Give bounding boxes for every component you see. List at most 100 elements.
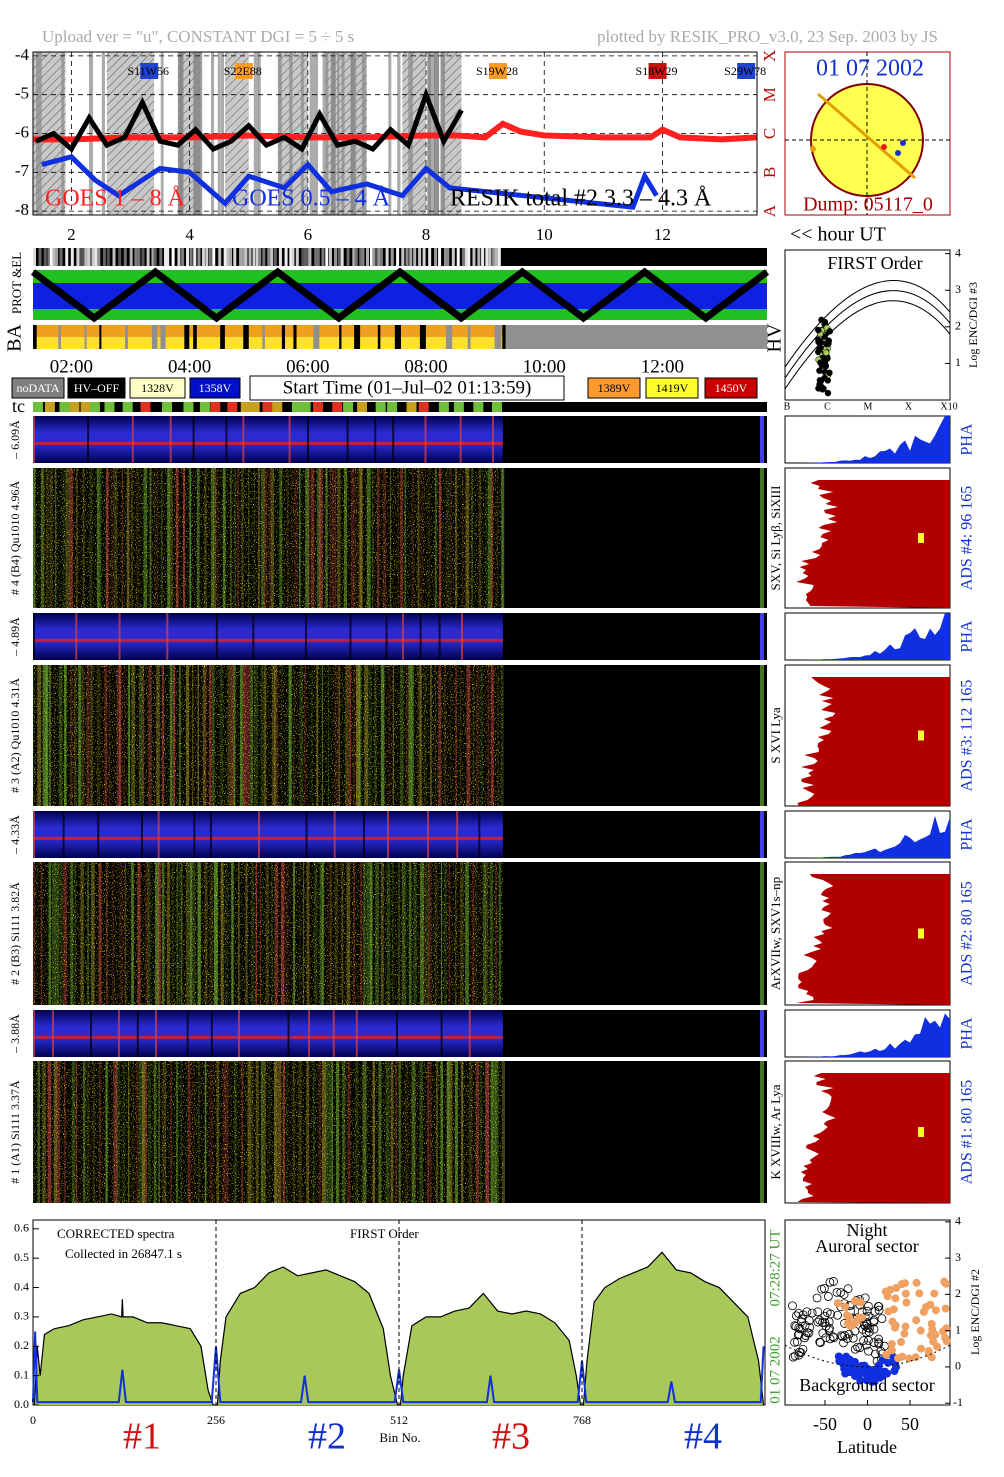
background-point bbox=[861, 1365, 870, 1374]
el-cell bbox=[106, 248, 110, 266]
tc-cell bbox=[140, 402, 151, 412]
aurora-point bbox=[869, 1338, 879, 1347]
spectrum-line bbox=[32, 1331, 765, 1404]
pha-column bbox=[305, 811, 308, 858]
ratio-point bbox=[826, 369, 833, 377]
pha-column bbox=[427, 811, 430, 858]
orange-point bbox=[931, 1306, 940, 1315]
el-cell bbox=[477, 248, 481, 266]
pha-edge bbox=[760, 1010, 764, 1057]
pha-line bbox=[33, 1035, 503, 1039]
ratio-point bbox=[816, 367, 823, 374]
orange-point bbox=[897, 1337, 906, 1346]
ads-marker bbox=[918, 730, 924, 741]
prot-track bbox=[30, 267, 770, 323]
pha-column bbox=[459, 416, 462, 463]
ba-gap bbox=[220, 325, 225, 349]
ba-gap bbox=[339, 325, 342, 349]
background-point bbox=[856, 1376, 865, 1385]
pha-column bbox=[89, 1010, 92, 1057]
channel-label: # 3 (A2) Qu1010 4.31Å bbox=[8, 678, 22, 793]
el-cell bbox=[456, 248, 460, 266]
y-tick-label: 0.4 bbox=[14, 1279, 29, 1293]
ba-gap bbox=[445, 325, 453, 349]
pha-column bbox=[51, 1010, 54, 1057]
el-cell bbox=[273, 248, 277, 266]
orange-point bbox=[881, 1287, 890, 1296]
el-cell bbox=[189, 248, 193, 266]
tc-cell bbox=[262, 402, 273, 412]
el-cell bbox=[451, 248, 455, 266]
el-cell bbox=[366, 248, 370, 266]
ratio-point bbox=[815, 385, 822, 392]
el-cell bbox=[301, 248, 305, 266]
el-cell bbox=[467, 248, 471, 266]
orange-point bbox=[900, 1279, 909, 1288]
legend-box-label: noDATA bbox=[16, 381, 59, 395]
line-label: S XVI Lya bbox=[768, 707, 783, 764]
aurora-point bbox=[788, 1301, 797, 1311]
el-cell bbox=[112, 248, 116, 266]
orange-point bbox=[855, 1313, 864, 1322]
pha-column bbox=[136, 1010, 139, 1057]
panel-title: Night bbox=[846, 1220, 887, 1240]
spectrum-date: 01 07 2002 bbox=[767, 1336, 783, 1404]
aurora-point bbox=[825, 1334, 835, 1344]
aurora-point bbox=[790, 1321, 800, 1331]
x-tick-label: 512 bbox=[390, 1413, 408, 1427]
legend-box bbox=[645, 377, 699, 399]
tc-cell bbox=[161, 402, 172, 412]
tc-cell bbox=[406, 402, 417, 412]
time-label: 10:00 bbox=[523, 356, 566, 377]
orange-point bbox=[940, 1277, 949, 1286]
saa-stripe bbox=[361, 52, 366, 215]
pha-column bbox=[154, 1010, 157, 1057]
legend-box bbox=[11, 377, 65, 399]
ratio-curve bbox=[784, 300, 951, 390]
background-point bbox=[892, 1363, 901, 1372]
x-tick-label: X10 bbox=[940, 401, 957, 412]
class-label: M bbox=[760, 87, 779, 102]
time-label: 12:00 bbox=[641, 356, 684, 377]
line-label: SXV, Si Lyβ, SiXIII bbox=[768, 486, 783, 591]
pha-column bbox=[169, 416, 172, 463]
background-point bbox=[841, 1369, 850, 1378]
legend-entry: GOES 1 – 8 Å bbox=[45, 186, 186, 212]
orange-point bbox=[930, 1289, 939, 1298]
el-cell bbox=[325, 248, 329, 266]
el-cell bbox=[166, 248, 170, 266]
legend-box-label: 1389V bbox=[598, 381, 631, 395]
el-cell bbox=[218, 248, 222, 266]
x-tick-label: 256 bbox=[207, 1413, 225, 1427]
legend-box-label: HV–OFF bbox=[74, 381, 120, 395]
sector-label: #2 bbox=[308, 1416, 346, 1458]
aurora-point bbox=[840, 1331, 850, 1340]
orange-point bbox=[919, 1307, 928, 1316]
el-cell bbox=[87, 248, 91, 266]
ads-marker bbox=[918, 1127, 924, 1137]
orange-point bbox=[841, 1302, 850, 1311]
pha-column bbox=[468, 1010, 471, 1057]
legend-box-label: 1419V bbox=[656, 381, 689, 395]
orange-point bbox=[901, 1322, 910, 1331]
header-left: Upload ver = "u", CONSTANT DGI = 5 ÷ 5 s bbox=[42, 27, 354, 46]
aurora-point bbox=[862, 1317, 872, 1327]
el-cell bbox=[306, 248, 310, 266]
aurora-point bbox=[815, 1337, 825, 1347]
pha-column bbox=[75, 613, 78, 660]
orange-point bbox=[911, 1353, 920, 1362]
aurora-point bbox=[836, 1331, 846, 1341]
el-cell bbox=[492, 248, 496, 266]
aurora-point bbox=[864, 1336, 873, 1345]
el-cell bbox=[328, 248, 332, 266]
orange-point bbox=[884, 1307, 893, 1316]
orange-point bbox=[891, 1294, 900, 1303]
orange-point bbox=[941, 1304, 950, 1313]
pha-column bbox=[332, 1010, 335, 1057]
chart-subtitle: Collected in 26847.1 s bbox=[65, 1246, 182, 1261]
orange-point bbox=[851, 1296, 860, 1305]
el-cell bbox=[488, 248, 492, 266]
tc-bar bbox=[33, 402, 767, 412]
aurora-point bbox=[850, 1344, 860, 1354]
ratio-point bbox=[826, 328, 834, 335]
